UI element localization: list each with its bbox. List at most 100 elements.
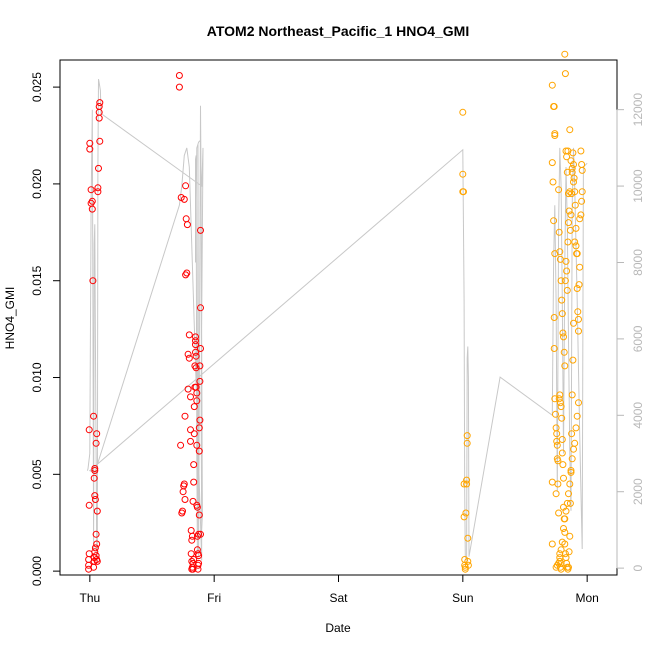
data-point [557, 546, 565, 554]
data-point [464, 557, 472, 565]
data-point [197, 345, 204, 352]
data-point [563, 168, 571, 176]
data-point [565, 190, 572, 198]
data-point [578, 166, 586, 174]
y-right-tick-label: 2000 [631, 478, 645, 505]
data-point [177, 441, 185, 449]
data-point [550, 314, 558, 321]
data-point [557, 277, 565, 285]
data-point [576, 215, 584, 223]
data-point [88, 197, 96, 205]
y-right-tick-label: 8000 [631, 249, 645, 276]
data-point [193, 389, 201, 397]
data-point [193, 503, 201, 511]
data-point [190, 430, 198, 438]
data-point [559, 461, 567, 469]
data-point [573, 412, 581, 420]
data-point [190, 478, 198, 486]
data-point [185, 354, 193, 362]
data-point [558, 296, 566, 304]
data-point [565, 207, 573, 215]
data-point [556, 248, 564, 256]
data-point [91, 467, 99, 474]
data-point [192, 333, 199, 341]
data-point [578, 197, 586, 205]
data-point [180, 480, 188, 488]
data-point [549, 178, 557, 186]
y-tick-label: 0.000 [30, 556, 44, 586]
data-point [555, 186, 563, 194]
data-point [565, 490, 572, 498]
data-point [572, 242, 580, 250]
data-point [183, 221, 191, 229]
data-point [94, 188, 102, 196]
altitude-line [86, 79, 588, 561]
data-point [179, 488, 187, 496]
data-point [459, 170, 467, 178]
y-axis-label: HNO4_GMI [3, 287, 17, 350]
data-point [85, 426, 93, 434]
data-point [571, 238, 579, 246]
data-point [187, 437, 194, 445]
data-point [560, 525, 567, 532]
x-tick-label: Thu [79, 591, 100, 605]
data-point [577, 211, 585, 219]
data-point [190, 461, 198, 469]
x-axis-label: Date [325, 621, 351, 635]
data-point [566, 188, 574, 196]
data-point [567, 467, 575, 474]
data-point [572, 224, 580, 232]
data-point [192, 352, 200, 360]
data-point [195, 530, 203, 538]
data-point [563, 267, 571, 275]
data-point [92, 530, 100, 538]
data-point [558, 414, 566, 422]
data-point [93, 507, 101, 515]
data-point [553, 430, 561, 438]
data-point [571, 188, 579, 196]
y-tick-label: 0.005 [30, 459, 44, 489]
data-point [190, 556, 198, 563]
data-point [556, 554, 564, 562]
data-point [460, 188, 467, 196]
data-point [558, 436, 566, 443]
data-point [572, 424, 580, 432]
data-point [565, 563, 572, 571]
data-point [89, 277, 97, 285]
data-point [195, 552, 203, 560]
data-point [93, 557, 101, 565]
data-point [569, 356, 577, 364]
data-point [568, 430, 576, 438]
data-point [566, 499, 574, 507]
data-point [182, 182, 190, 190]
data-point [575, 315, 582, 323]
data-point [189, 497, 197, 505]
data-point [179, 507, 186, 515]
data-point [554, 480, 562, 488]
data-point [558, 538, 566, 546]
x-tick-label: Sat [329, 591, 348, 605]
data-point [175, 83, 183, 91]
data-point [197, 304, 204, 312]
data-point [85, 556, 93, 563]
data-point [578, 161, 586, 168]
data-point [191, 362, 199, 370]
data-point [180, 195, 188, 203]
data-point [570, 178, 577, 186]
data-point [551, 130, 559, 138]
data-point [193, 441, 201, 449]
data-point [95, 164, 102, 172]
data-point [460, 513, 468, 521]
data-point [561, 277, 569, 285]
y-tick-label: 0.020 [30, 169, 44, 199]
y-tick-label: 0.025 [30, 72, 44, 102]
data-point [195, 511, 203, 519]
data-point [93, 430, 101, 438]
data-point [561, 515, 569, 523]
data-point [551, 395, 559, 403]
data-point [88, 205, 96, 213]
data-point [462, 509, 470, 517]
data-point [192, 341, 199, 349]
data-point [550, 217, 558, 225]
data-point [463, 432, 471, 440]
